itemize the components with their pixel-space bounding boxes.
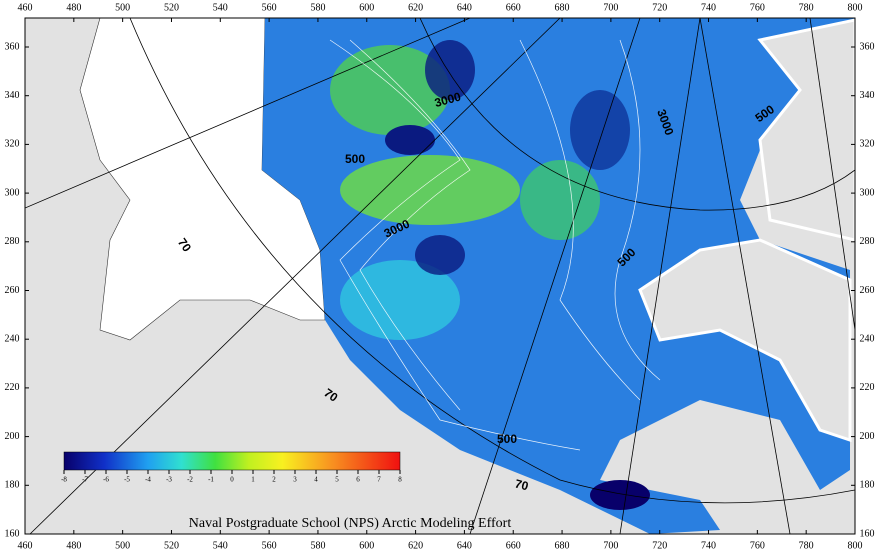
colorbar-label: 6: [356, 476, 360, 484]
y-tick-label: 200: [860, 431, 875, 442]
contours: [329, 39, 661, 451]
y-tick-label: 240: [5, 333, 20, 344]
y-tick-label: 240: [860, 333, 875, 344]
colorbar-label: -6: [103, 476, 109, 484]
colorbar-label: -3: [166, 476, 172, 484]
colorbar-label: 2: [272, 476, 276, 484]
colorbar-label: 1: [251, 476, 255, 484]
y-tick-label: 320: [5, 139, 20, 150]
x-tick-label: 460: [18, 2, 33, 13]
x-tick-label: 500: [115, 2, 130, 13]
x-tick-label: 680: [555, 540, 570, 551]
x-tick-label: 740: [701, 540, 716, 551]
field-blob: [570, 90, 630, 170]
x-tick-label: 680: [555, 2, 570, 13]
x-tick-label: 620: [408, 540, 423, 551]
field-blob: [590, 480, 650, 510]
graticule: [25, 18, 855, 534]
x-tick-label: 580: [310, 2, 325, 13]
colorbar-label: 3: [293, 476, 297, 484]
colorbar-label: -8: [61, 476, 67, 484]
x-tick-label: 760: [750, 540, 765, 551]
x-tick-label: 560: [262, 540, 277, 551]
contour-label: 500: [497, 432, 517, 446]
y-tick-label: 260: [5, 285, 20, 296]
x-tick-label: 460: [18, 540, 33, 551]
x-tick-label: 480: [66, 540, 81, 551]
y-tick-label: 300: [5, 187, 20, 198]
colorbar-label: -7: [82, 476, 88, 484]
colorbar-label: 5: [335, 476, 339, 484]
x-tick-label: 520: [164, 540, 179, 551]
x-tick-label: 600: [359, 540, 374, 551]
colorbar-label: -2: [187, 476, 193, 484]
x-tick-label: 580: [310, 540, 325, 551]
y-tick-label: 280: [5, 236, 20, 247]
colorbar-label: 7: [377, 476, 381, 484]
field-blob: [330, 45, 450, 135]
y-tick-label: 220: [5, 382, 20, 393]
x-tick-label: 780: [799, 540, 814, 551]
footer: Naval Postgraduate School (NPS) Arctic M…: [189, 516, 512, 531]
x-tick-label: 700: [603, 540, 618, 551]
colorbar-label: 8: [398, 476, 402, 484]
y-tick-label: 340: [860, 90, 875, 101]
y-tick-label: 180: [860, 480, 875, 491]
x-tick-label: 640: [457, 540, 472, 551]
island: [638, 238, 852, 443]
y-tick-label: 340: [5, 90, 20, 101]
map-field: [25, 18, 855, 534]
x-tick-label: 700: [603, 2, 618, 13]
x-tick-label: 720: [652, 540, 667, 551]
x-tick-label: 540: [213, 540, 228, 551]
y-tick-label: 180: [5, 480, 20, 491]
y-tick-label: 360: [860, 41, 875, 52]
y-tick-label: 200: [5, 431, 20, 442]
y-tick-label: 160: [5, 528, 20, 539]
colorbar-label: -4: [145, 476, 151, 484]
x-tick-label: 660: [506, 2, 521, 13]
frame: [24, 17, 856, 535]
y-tick-label: 280: [860, 236, 875, 247]
x-tick-label: 480: [66, 2, 81, 13]
x-tick-label: 500: [115, 540, 130, 551]
contour-label: 70: [513, 476, 530, 493]
x-tick-label: 740: [701, 2, 716, 13]
x-tick-label: 600: [359, 2, 374, 13]
field-blob: [340, 260, 460, 340]
colorbar-label: 4: [314, 476, 318, 484]
x-tick-label: 720: [652, 2, 667, 13]
contour-label: 3000: [433, 89, 463, 110]
x-tick-label: 800: [848, 2, 863, 13]
y-tick-label: 320: [860, 139, 875, 150]
y-tick-label: 300: [860, 187, 875, 198]
colorbar-label: 0: [230, 476, 234, 484]
x-tick-label: 560: [262, 2, 277, 13]
contour-label: 500: [345, 152, 365, 166]
field-blob: [520, 160, 600, 240]
y-tick-label: 260: [860, 285, 875, 296]
x-tick-label: 620: [408, 2, 423, 13]
x-tick-label: 540: [213, 2, 228, 13]
x-tick-label: 800: [848, 540, 863, 551]
x-tick-label: 520: [164, 2, 179, 13]
y-tick-label: 220: [860, 382, 875, 393]
land: [757, 18, 855, 242]
x-tick-label: 640: [457, 2, 472, 13]
y-tick-label: 160: [860, 528, 875, 539]
colorbar-label: -5: [124, 476, 130, 484]
x-tick-label: 760: [750, 2, 765, 13]
x-tick-label: 780: [799, 2, 814, 13]
field-blob: [385, 125, 435, 155]
field-blob: [340, 155, 520, 225]
colorbar-label: -1: [208, 476, 214, 484]
colorbar: [63, 451, 401, 471]
field-blob: [425, 40, 475, 100]
y-tick-label: 360: [5, 41, 20, 52]
field-blob: [415, 235, 465, 275]
x-tick-label: 660: [506, 540, 521, 551]
